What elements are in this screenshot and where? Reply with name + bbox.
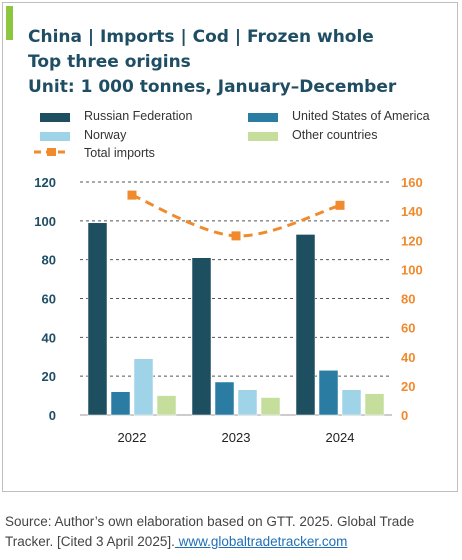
total-imports-marker <box>231 231 241 241</box>
y-left-tick-label: 120 <box>34 175 56 190</box>
bar <box>110 391 131 416</box>
accent-bar <box>6 6 13 40</box>
total-imports-line <box>131 193 341 238</box>
bar <box>87 222 108 416</box>
y-right-tick-label: 0 <box>401 408 408 423</box>
bar <box>237 389 258 416</box>
legend-label-usa: United States of America <box>292 109 430 123</box>
y-right-tick-label: 100 <box>401 262 423 277</box>
bar <box>341 389 362 416</box>
source-text: Source: Author’s own elaboration based o… <box>5 514 415 549</box>
y-left-tick-label: 80 <box>42 253 56 268</box>
y-right-tick-label: 60 <box>401 321 415 336</box>
source-note: Source: Author’s own elaboration based o… <box>5 512 455 552</box>
bar <box>156 395 177 416</box>
total-imports-marker <box>335 200 345 210</box>
bar <box>260 397 281 416</box>
bar <box>295 234 316 416</box>
y-right-tick-label: 20 <box>401 379 415 394</box>
bar <box>364 393 385 416</box>
legend-label-total: Total imports <box>84 146 155 160</box>
legend-swatch-norway <box>40 132 70 141</box>
bar <box>318 370 339 416</box>
chart-subtitle: Top three origins <box>28 52 191 72</box>
chart-plot: 0 20 40 60 80 100 120 0 20 40 60 80 100 120 140 160 2022… <box>34 175 423 445</box>
y-left-tick-label: 40 <box>42 330 56 345</box>
y-left-tick-label: 60 <box>42 292 56 307</box>
source-link[interactable]: www.globaltradetracker.com <box>174 534 348 549</box>
legend-line-marker <box>34 148 70 156</box>
chart-unit: Unit: 1 000 tonnes, January–December <box>28 77 397 97</box>
chart-title: China | Imports | Cod | Frozen whole <box>28 27 374 47</box>
bar <box>191 257 212 416</box>
y-right-tick-label: 80 <box>401 292 415 307</box>
legend-swatch-russia <box>40 113 70 122</box>
y-right-tick-label: 160 <box>401 175 423 190</box>
y-left-tick-label: 20 <box>42 369 56 384</box>
y-right-tick-label: 140 <box>401 204 423 219</box>
bar <box>214 381 235 416</box>
total-imports-marker <box>127 190 137 200</box>
y-left-tick-label: 0 <box>49 408 56 423</box>
legend-swatch-usa <box>248 113 278 122</box>
legend-label-norway: Norway <box>84 128 127 142</box>
x-tick-label: 2023 <box>222 430 251 445</box>
y-left-tick-label: 100 <box>34 214 56 229</box>
y-right-tick-label: 40 <box>401 350 415 365</box>
x-tick-label: 2024 <box>326 430 355 445</box>
legend-label-other: Other countries <box>292 128 378 142</box>
legend-label-russia: Russian Federation <box>84 109 193 123</box>
x-tick-label: 2022 <box>118 430 147 445</box>
legend-swatch-other <box>248 132 278 141</box>
bar <box>133 358 154 416</box>
y-right-tick-label: 120 <box>401 233 423 248</box>
